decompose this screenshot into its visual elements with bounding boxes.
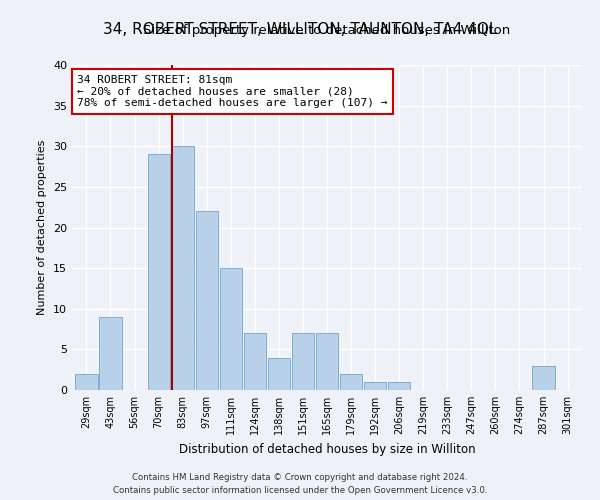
Text: 34, ROBERT STREET, WILLITON, TAUNTON, TA4 4QL: 34, ROBERT STREET, WILLITON, TAUNTON, TA… <box>103 22 497 38</box>
Bar <box>76 374 98 390</box>
Bar <box>532 366 554 390</box>
Bar <box>148 154 170 390</box>
Bar <box>268 358 290 390</box>
Title: Size of property relative to detached houses in Williton: Size of property relative to detached ho… <box>143 24 511 38</box>
Bar <box>340 374 362 390</box>
Bar <box>292 333 314 390</box>
Bar <box>100 317 122 390</box>
Bar <box>364 382 386 390</box>
Text: 34 ROBERT STREET: 81sqm
← 20% of detached houses are smaller (28)
78% of semi-de: 34 ROBERT STREET: 81sqm ← 20% of detache… <box>77 74 388 108</box>
Bar <box>244 333 266 390</box>
Text: Contains HM Land Registry data © Crown copyright and database right 2024.
Contai: Contains HM Land Registry data © Crown c… <box>113 473 487 495</box>
Y-axis label: Number of detached properties: Number of detached properties <box>37 140 47 315</box>
Bar <box>220 268 242 390</box>
Bar <box>388 382 410 390</box>
Bar <box>316 333 338 390</box>
X-axis label: Distribution of detached houses by size in Williton: Distribution of detached houses by size … <box>179 442 475 456</box>
Bar <box>196 211 218 390</box>
Bar <box>172 146 194 390</box>
